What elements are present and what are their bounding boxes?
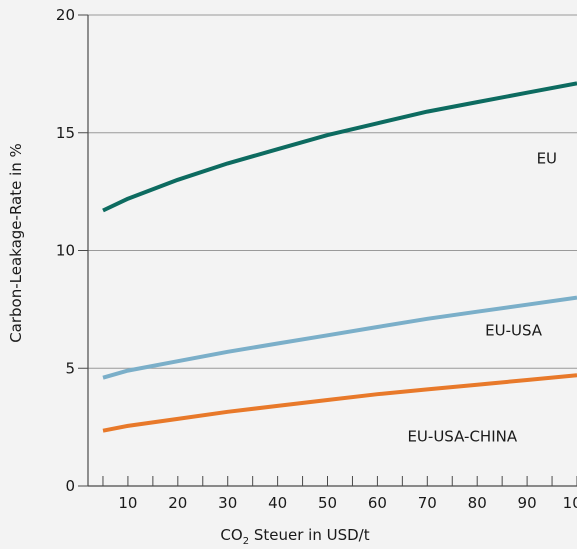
x-tick-label-90: 90	[518, 494, 537, 512]
y-tick-label-20: 20	[56, 6, 75, 24]
y-tick-label-10: 10	[56, 242, 75, 260]
x-tick-label-20: 20	[168, 494, 187, 512]
x-axis-title-sub: 2	[243, 536, 249, 547]
series-label-eu-usa: EU-USA	[485, 321, 543, 339]
axes	[78, 14, 577, 487]
series-line-eu-usa	[102, 295, 577, 380]
gridlines	[88, 14, 577, 369]
x-axis-title: CO2 Steuer in USD/t	[220, 526, 369, 547]
y-axis-title: Carbon-Leakage-Rate in %	[7, 143, 25, 343]
x-tick-label-70: 70	[418, 494, 437, 512]
series-label-eu-usa-china: EU-USA-CHINA	[407, 427, 517, 445]
series-line-eu	[102, 81, 577, 213]
series-line-eu-usa-china	[102, 373, 577, 433]
y-tick-label-15: 15	[56, 124, 75, 142]
x-tick-label-50: 50	[318, 494, 337, 512]
series-lines	[102, 81, 577, 433]
x-tick-label-40: 40	[268, 494, 287, 512]
x-axis-title-post: Steuer in USD/t	[249, 526, 370, 544]
y-tick-label-5: 5	[65, 359, 75, 377]
series-label-eu: EU	[537, 149, 557, 167]
tick-labels: 0 5 10 15 20 10 20 30 40 50 60 70 80 90 100	[56, 6, 577, 512]
x-tick-label-80: 80	[468, 494, 487, 512]
x-tick-label-10: 10	[118, 494, 137, 512]
x-tick-label-100: 100	[563, 494, 577, 512]
x-tick-label-60: 60	[368, 494, 387, 512]
series-labels: EU EU-USA EU-USA-CHINA	[407, 149, 557, 445]
x-axis-title-pre: CO	[220, 526, 242, 544]
x-tick-label-30: 30	[218, 494, 237, 512]
y-tick-label-0: 0	[65, 477, 75, 495]
